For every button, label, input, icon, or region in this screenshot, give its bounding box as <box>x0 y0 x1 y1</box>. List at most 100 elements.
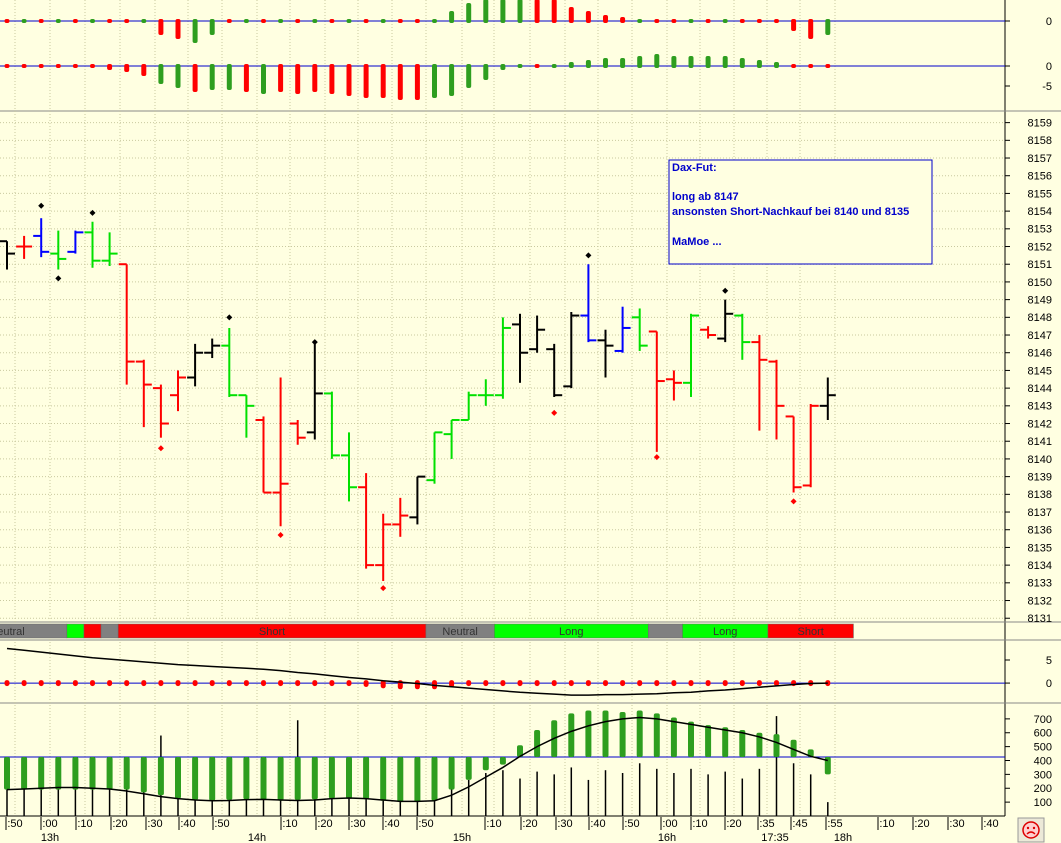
histogram-bar <box>414 64 420 100</box>
histogram-bar <box>483 0 489 23</box>
oscillator-bar <box>209 757 216 801</box>
indicator-dot <box>517 680 523 687</box>
annotation-text: MaMoe ... <box>672 236 722 248</box>
y-tick-label: 8137 <box>1028 507 1052 519</box>
signal-marker <box>157 445 164 452</box>
histogram-bar <box>124 64 130 72</box>
x-tick-label: :30 <box>949 818 964 830</box>
y-tick-label: 8139 <box>1028 472 1052 484</box>
histogram-bar <box>209 19 215 35</box>
oscillator-bar <box>72 757 79 790</box>
x-tick-label-major: 18h <box>834 832 852 843</box>
indicator-dot <box>620 680 626 687</box>
oscillator-bar <box>89 757 96 790</box>
histogram-bar <box>261 19 266 23</box>
oscillator-bar <box>534 729 541 758</box>
histogram-bar <box>243 64 249 92</box>
histogram-bar <box>756 60 762 68</box>
y-tick-label: 8159 <box>1028 118 1052 130</box>
y-tick-label: 8148 <box>1028 312 1052 324</box>
indicator-dot <box>209 680 215 687</box>
histogram-bar <box>295 64 301 94</box>
indicator-dot <box>312 680 318 687</box>
histogram-bar <box>346 19 352 23</box>
indicator-dot <box>124 680 130 687</box>
signal-segment <box>648 623 683 639</box>
signal-marker <box>226 314 233 321</box>
indicator-dot <box>722 680 728 687</box>
histogram-bar <box>739 58 745 68</box>
signal-marker <box>311 339 318 346</box>
histogram-bar <box>774 62 779 68</box>
x-tick-label: :30 <box>557 818 572 830</box>
x-tick-label: :40 <box>384 818 399 830</box>
x-tick-label: :30 <box>147 818 162 830</box>
y-tick-label: 8145 <box>1028 365 1052 377</box>
status-icon[interactable] <box>1017 817 1045 843</box>
indicator-dot <box>654 680 660 687</box>
x-tick-label: :20 <box>522 818 537 830</box>
icon-face[interactable] <box>1022 821 1040 839</box>
oscillator-bar <box>21 757 28 790</box>
indicator-dot <box>55 680 61 687</box>
histogram-bar <box>192 19 198 43</box>
oscillator-bar <box>4 757 10 790</box>
indicator-dot <box>363 680 369 687</box>
indicator-dot <box>585 680 591 687</box>
icon-eye[interactable] <box>1032 826 1036 830</box>
indicator-dot <box>278 680 284 687</box>
indicator-dot <box>671 680 677 687</box>
x-tick-label-major: 16h <box>658 832 676 843</box>
oscillator-bar <box>670 717 677 758</box>
y-tick-label: 8149 <box>1028 295 1052 307</box>
histogram-bar <box>585 11 591 23</box>
signal-label: Short <box>798 626 824 638</box>
x-tick-label: :55 <box>827 818 842 830</box>
oscillator-bar <box>55 757 62 790</box>
oscillator-bar <box>705 725 712 758</box>
annotation-text: long ab 8147 <box>672 191 739 203</box>
oscillator-bar <box>140 757 147 793</box>
signal-segment <box>100 623 119 639</box>
signal-segment <box>66 623 85 639</box>
histogram-bar <box>397 64 403 100</box>
histogram-bar <box>55 64 61 68</box>
y-tick-label: 8140 <box>1028 454 1052 466</box>
histogram-bar <box>158 64 164 84</box>
histogram-bar <box>278 64 284 92</box>
x-tick-label: :40 <box>983 818 998 830</box>
histogram-bar <box>500 64 506 70</box>
histogram-bar <box>278 19 284 23</box>
x-tick-label: :10 <box>77 818 92 830</box>
y-tick-label: 700 <box>1034 714 1052 726</box>
oscillator-bar <box>311 757 318 800</box>
histogram-bar <box>500 0 506 23</box>
signal-marker <box>653 454 660 461</box>
icon-mouth[interactable] <box>1026 831 1036 835</box>
histogram-bar <box>21 64 27 68</box>
histogram-bar <box>722 19 728 23</box>
x-tick-label: :10 <box>486 818 501 830</box>
x-tick-label: :35 <box>759 818 774 830</box>
histogram-bar <box>637 19 643 23</box>
y-tick-label: 8152 <box>1028 241 1052 253</box>
histogram-bar <box>808 19 814 39</box>
indicator-dot <box>449 680 455 688</box>
histogram-bar <box>329 19 335 23</box>
oscillator-bar <box>431 757 438 801</box>
oscillator-bar <box>465 757 472 780</box>
x-tick-label-major: 17:35 <box>761 832 789 843</box>
histogram-bar <box>4 64 10 68</box>
icon-eye[interactable] <box>1026 826 1030 830</box>
histogram-bar <box>517 64 523 68</box>
oscillator-bar <box>653 713 660 758</box>
indicator-dot <box>90 680 95 687</box>
signal-label: Neutral <box>442 626 477 638</box>
histogram-bar <box>671 19 677 23</box>
y-tick-label: 300 <box>1034 769 1052 781</box>
histogram-bar <box>107 64 113 70</box>
histogram-bar <box>825 64 831 68</box>
oscillator-bar <box>619 711 626 758</box>
indicator-dot <box>346 680 352 687</box>
